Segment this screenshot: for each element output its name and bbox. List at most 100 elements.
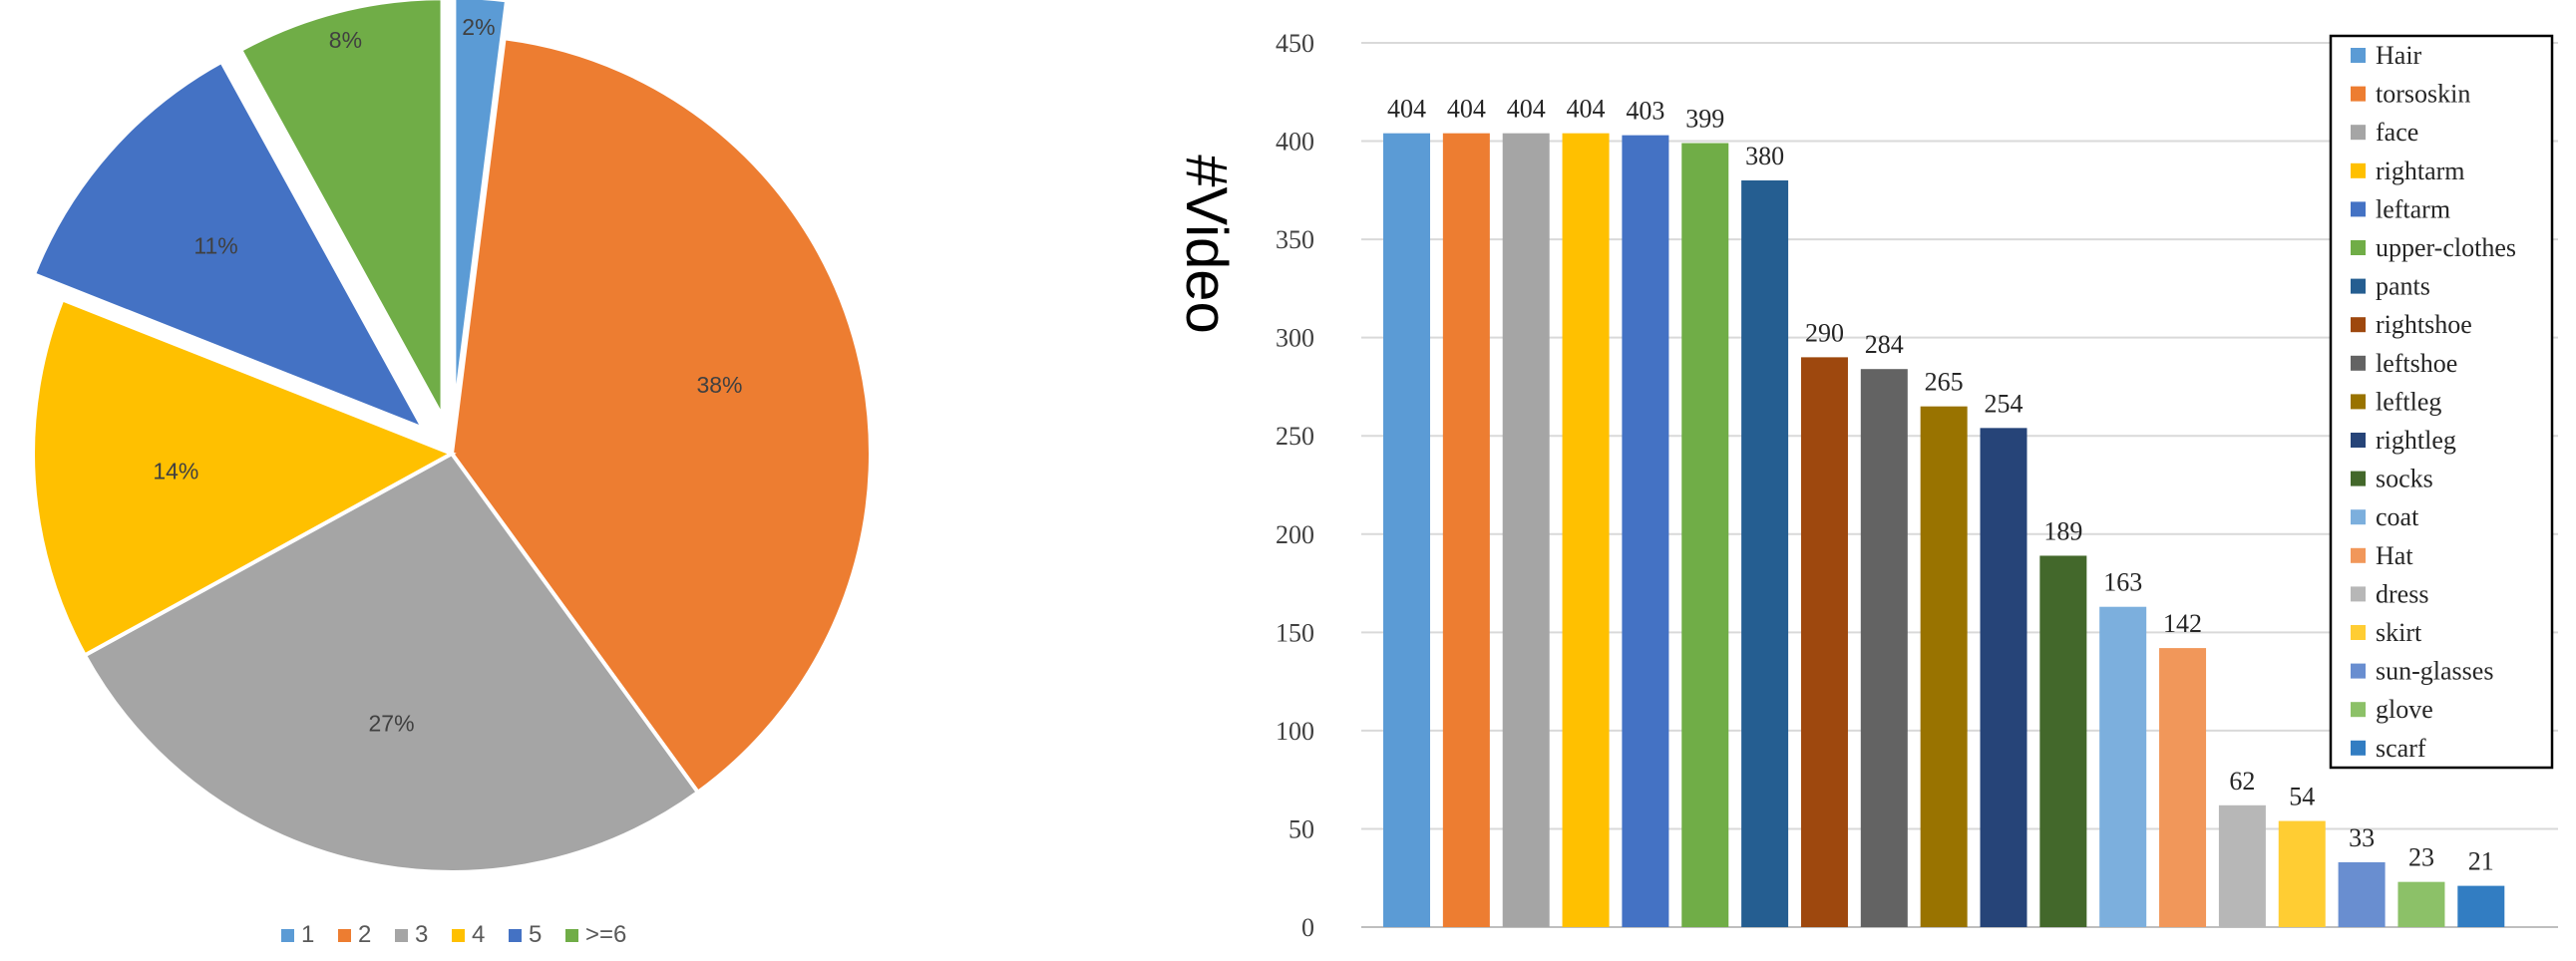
- legend-label: dress: [2376, 579, 2428, 608]
- bars: 404 404 404 404 403 399 380 290 284 265 254 189 163 1…: [1383, 95, 2505, 928]
- bar-value-label: 284: [1865, 330, 1904, 359]
- pie-slice-2: [449, 36, 873, 796]
- bar-value-label: 21: [2468, 847, 2494, 876]
- legend-swatch: [2351, 86, 2366, 102]
- bar-dress: [2218, 804, 2266, 927]
- y-tick-label: 100: [1276, 717, 1314, 746]
- y-tick-label: 350: [1276, 225, 1314, 254]
- bar-Hair: [1383, 133, 1430, 927]
- legend-swatch: [2351, 702, 2366, 718]
- legend-label: socks: [2376, 465, 2433, 493]
- legend-swatch: [2351, 547, 2366, 563]
- legend-swatch: [2351, 740, 2366, 756]
- pie-slice-label: 38%: [696, 372, 742, 398]
- pie-slice-4: [31, 296, 457, 659]
- bar-value-label: 404: [1507, 95, 1546, 124]
- pie-legend-label: 5: [529, 921, 542, 948]
- bar-value-label: 23: [2408, 843, 2434, 872]
- pie-legend-label: 4: [472, 921, 485, 948]
- bar-value-label: 142: [2163, 609, 2202, 638]
- legend-label: leftleg: [2376, 387, 2441, 416]
- pie-slice-label: 27%: [369, 711, 415, 737]
- bar-glove: [2397, 881, 2445, 927]
- legend-label: rightshoe: [2376, 310, 2472, 339]
- bar-rightleg: [1980, 428, 2027, 927]
- y-tick-label: 450: [1276, 29, 1314, 58]
- bar-value-label: 33: [2349, 823, 2375, 852]
- bar-upper-clothes: [1681, 143, 1729, 927]
- legend-label: Hat: [2376, 541, 2413, 570]
- pie-legend: 1 2 3 4 5 >=6: [281, 921, 626, 948]
- bar-value-label: 404: [1387, 95, 1426, 124]
- bar-skirt: [2278, 820, 2326, 927]
- bar-value-label: 189: [2043, 516, 2082, 545]
- bar-leftarm: [1622, 135, 1669, 928]
- legend-label: torsoskin: [2376, 80, 2470, 109]
- y-tick-label: 250: [1276, 422, 1314, 451]
- pie-slice->=6: [237, 0, 445, 419]
- pie-legend-label: >=6: [585, 921, 626, 948]
- pie-slice-1: [452, 0, 510, 417]
- legend-swatch: [2351, 278, 2366, 294]
- legend-swatch: [2351, 162, 2366, 178]
- pie-legend-swatch: [395, 929, 408, 942]
- pie-legend-label: 2: [358, 921, 371, 948]
- legend-swatch: [2351, 201, 2366, 217]
- bar-torsoskin: [1442, 133, 1490, 927]
- legend-label: scarf: [2376, 734, 2426, 763]
- pie-slice-label: 8%: [329, 27, 362, 53]
- bar-face: [1502, 133, 1550, 927]
- bar-value-label: 62: [2229, 767, 2255, 796]
- legend-swatch: [2351, 317, 2366, 333]
- pie-legend-label: 3: [415, 921, 428, 948]
- bar-leftleg: [1920, 406, 1968, 928]
- legend-swatch: [2351, 48, 2366, 63]
- y-axis-title: #Video: [1174, 155, 1239, 334]
- legend-swatch: [2351, 471, 2366, 486]
- legend-label: glove: [2376, 695, 2433, 724]
- legend-label: leftarm: [2376, 194, 2450, 223]
- legend-label: upper-clothes: [2376, 233, 2516, 262]
- y-tick-label: 200: [1276, 520, 1314, 549]
- legend-label: sun-glasses: [2376, 657, 2493, 686]
- y-tick-label: 400: [1276, 128, 1314, 157]
- pie-legend-swatch: [452, 929, 465, 942]
- y-tick-label: 300: [1276, 324, 1314, 353]
- legend-swatch: [2351, 625, 2366, 640]
- bar-value-label: 399: [1685, 105, 1724, 134]
- bar-value-label: 54: [2289, 783, 2315, 811]
- bar-value-label: 265: [1925, 368, 1964, 397]
- bar-sun-glasses: [2338, 861, 2386, 927]
- pie-legend-swatch: [281, 929, 294, 942]
- pie-legend-swatch: [509, 929, 522, 942]
- bar-rightarm: [1562, 133, 1610, 927]
- bar-scarf: [2457, 885, 2505, 927]
- legend-swatch: [2351, 355, 2366, 371]
- bar-socks: [2039, 555, 2087, 927]
- pie-slice-3: [82, 451, 701, 874]
- bar-value-label: 380: [1745, 142, 1784, 170]
- legend-label: leftshoe: [2376, 349, 2457, 378]
- pie-slice-label: 2%: [462, 14, 495, 40]
- bar-coat: [2099, 606, 2147, 927]
- y-tick-label: 150: [1276, 618, 1314, 647]
- bar-value-label: 254: [1985, 389, 2024, 418]
- bar-value-label: 404: [1567, 95, 1606, 124]
- legend-label: pants: [2376, 272, 2430, 301]
- pie-slice-label: 14%: [153, 458, 198, 483]
- legend-label: rightarm: [2376, 157, 2465, 185]
- bar-pants: [1741, 179, 1789, 927]
- legend-swatch: [2351, 663, 2366, 679]
- pie-legend-swatch: [338, 929, 351, 942]
- legend-swatch: [2351, 509, 2366, 525]
- bar-value-label: 403: [1626, 97, 1664, 126]
- legend-label: face: [2376, 118, 2418, 147]
- legend-swatch: [2351, 125, 2366, 141]
- legend-swatch: [2351, 586, 2366, 602]
- legend-swatch: [2351, 433, 2366, 448]
- pie-chart: 2% 38% 27% 14% 11% 8%: [31, 0, 873, 874]
- pie-slice-5: [31, 59, 428, 433]
- pie-slice-label: 11%: [193, 233, 237, 259]
